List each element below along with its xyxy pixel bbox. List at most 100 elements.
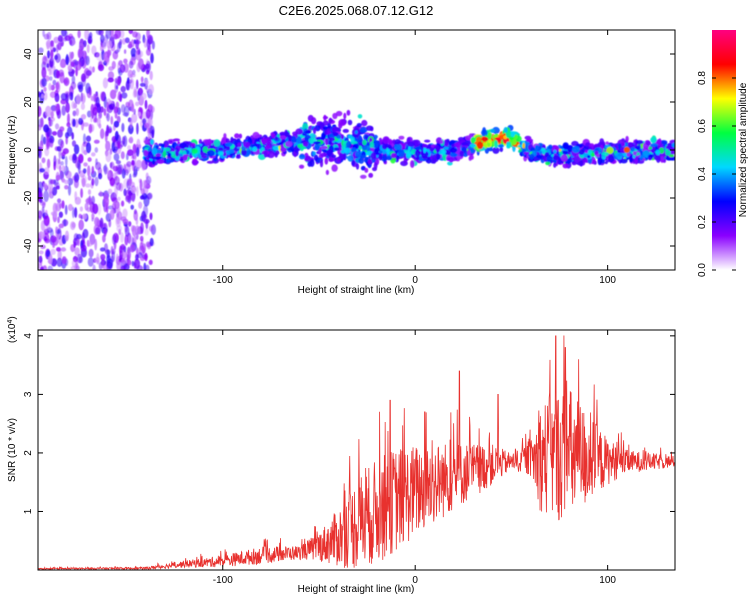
spectrogram-cell [358,157,365,164]
spectrogram-cell [67,177,74,186]
spectrogram-cell [49,91,57,98]
spectrogram-cell [403,156,408,164]
spectrogram-cell [218,147,224,151]
spectrogram-cell [100,254,106,261]
spectrogram-cell [571,161,577,166]
spectrogram-cell [660,140,668,145]
spectrogram-cell [650,143,658,147]
spectrogram-cell [59,170,64,181]
spectrogram-cell [107,188,113,194]
spectrogram-cell [328,118,334,123]
spectrogram-cell [151,147,158,156]
spectrogram-cell [128,178,132,187]
spectrogram-cell [43,215,50,227]
spectrogram-cell [355,151,362,158]
spectrogram-cell [136,146,140,157]
spectrogram-cell [133,258,141,270]
spectrogram-cell [91,166,95,175]
spectrogram-cell [97,64,105,72]
spectrogram-cell [41,157,46,164]
spectrogram-cell [459,150,464,157]
spectrogram-cell [110,116,114,125]
spectrogram-cell [71,39,76,46]
y-tick-label: 2 [23,450,34,456]
spectrogram-cell [241,149,247,156]
spectrogram-cell [92,264,96,270]
spectrogram-cell [47,116,51,121]
spectrogram-cell [64,204,68,215]
spectrogram-cell [658,138,662,145]
spectrogram-cell [454,142,461,148]
spectrogram-cell [297,144,303,148]
spectrogram-cell [73,144,80,155]
spectrogram-cell [63,179,69,185]
spectrogram-cell [88,248,94,258]
spectrogram-cell [131,159,135,166]
spectrogram-cell [113,153,120,162]
spectrogram-cell [106,40,113,49]
spectrogram-cell [71,259,77,268]
spectrogram-cell [85,183,91,188]
spectrogram-cell [65,155,68,167]
spectrogram-cell [423,146,427,154]
spectrogram-cell [64,184,69,190]
spectrogram-cell [241,146,247,151]
colorbar-tick-label: 0.8 [697,71,708,85]
spectrogram-cell [72,110,77,117]
spectrogram-cell [541,148,546,155]
spectrogram-cell [534,144,540,150]
spectrogram-cell [70,81,77,90]
spectrogram-cell [97,203,102,216]
spectrogram-cell [94,147,99,153]
spectrogram-cell [147,133,152,138]
spectrogram-cell [41,77,47,87]
spectrogram-cell [369,141,375,149]
spectrogram-cell [529,153,535,160]
spectrogram-cell [242,141,251,148]
spectrogram-cell [138,201,143,209]
spectrogram-cell [648,157,652,161]
spectrogram-cell [123,188,127,197]
spectrogram-cell [120,232,124,243]
spectrogram-cell [121,136,126,145]
spectrogram-cell [222,151,227,157]
spectrogram-cell [91,152,96,157]
spectrogram-cell [95,30,102,36]
spectrogram-cell [77,30,81,39]
spectrogram-cell [113,200,117,207]
spectrogram-cell [67,184,72,196]
spectrogram-cell [69,53,74,60]
spectrogram-cell [74,191,78,201]
spectrogram-cell [137,111,141,117]
spectrogram-cell [139,179,143,191]
spectrogram-cell [87,175,92,181]
spectrogram-cell [191,148,198,154]
spectrogram-cell [136,122,139,135]
spectrogram-cell [128,221,132,227]
spectrogram-cell [92,66,95,73]
spectrogram-cell [298,154,306,160]
spectrogram-cell [154,153,162,157]
spectrogram-cell [168,140,173,145]
spectrogram-cell [127,145,131,151]
spectrogram-cell [61,151,66,156]
spectrogram-cell [81,73,86,83]
spectrogram-cell [67,65,73,72]
spectrogram-cell [136,186,139,197]
spectrogram-cell [141,92,147,100]
spectrogram-cell [55,44,59,53]
spectrogram-cell [381,155,388,162]
spectrogram-cell [132,143,137,154]
spectrogram-cell [280,146,287,153]
snr-x-axis-label: Height of straight line (km) [298,584,415,595]
spectrogram-cell [669,154,674,158]
spectrogram-cell [121,200,125,207]
spectrogram-cell [143,149,149,157]
spectrogram-cell [105,30,112,39]
spectrogram-cell [45,105,52,117]
spectrogram-cell [324,128,328,136]
colorbar-tick-label: 0.6 [697,119,708,133]
spectrogram-cell [324,137,329,146]
spectrogram-cell [65,55,70,66]
spectrogram-cell [167,152,172,157]
